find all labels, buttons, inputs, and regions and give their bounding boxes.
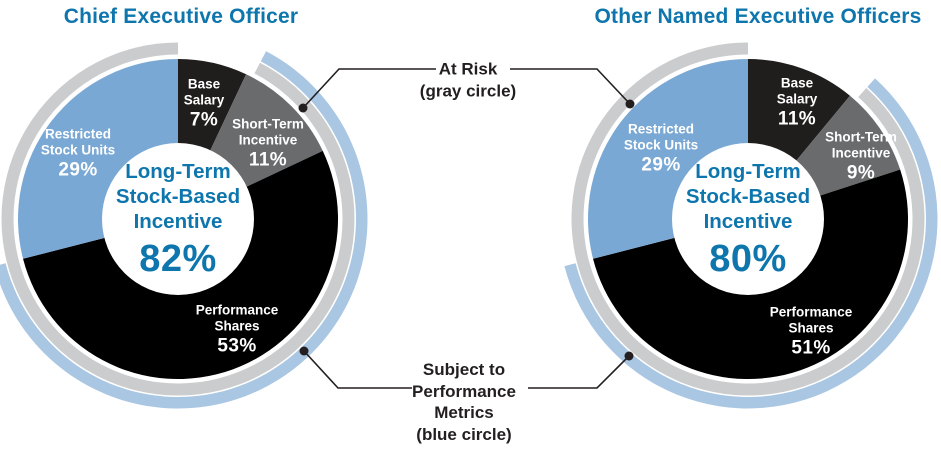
slice-pct: 9% bbox=[846, 162, 876, 184]
slice-label-line: Salary bbox=[776, 91, 818, 107]
center-label-value: 82% bbox=[139, 238, 217, 280]
center-label-line: Long-Term bbox=[125, 160, 231, 183]
center-label-line: Stock-Based bbox=[685, 185, 811, 208]
annotation-line: Performance bbox=[412, 381, 516, 401]
slice-label-neo-base-salary: Base Salary 11% bbox=[777, 76, 818, 131]
annotation-line: (blue circle) bbox=[416, 424, 512, 444]
annotation-line: Metrics bbox=[434, 403, 494, 422]
center-label-line: Long-Term bbox=[695, 160, 801, 183]
slice-pct: 51% bbox=[791, 337, 831, 359]
annotation-line: Subject to bbox=[422, 360, 506, 379]
slice-label-neo-restricted-stock-units: Restricted Stock Units 29% bbox=[624, 122, 698, 177]
slice-label-line: Performance bbox=[195, 302, 279, 318]
slice-label-line: Incentive bbox=[831, 145, 891, 161]
slice-label-line: Salary bbox=[183, 92, 225, 108]
slice-label-line: Incentive bbox=[238, 132, 298, 148]
slice-label-neo-performance-shares: Performance Shares 51% bbox=[770, 305, 853, 360]
connector-line-subject-left bbox=[303, 350, 412, 389]
donut-hole bbox=[672, 143, 824, 295]
slice-label-line: Short-Term bbox=[232, 116, 304, 132]
slice-label-line: Stock Units bbox=[623, 137, 699, 153]
annotation-line: At Risk bbox=[438, 59, 498, 79]
slice-pct: 7% bbox=[189, 109, 219, 131]
slice-label-line: Shares bbox=[214, 318, 260, 334]
connector-dot-at-risk-left bbox=[298, 103, 308, 113]
slice-label-line: Restricted bbox=[627, 121, 695, 137]
slice-label-line: Short-Term bbox=[825, 129, 897, 145]
chart-title-ceo: Chief Executive Officer bbox=[63, 5, 299, 28]
center-label-line: Incentive bbox=[703, 210, 793, 233]
donut-hole bbox=[102, 143, 254, 295]
slice-label-line: Performance bbox=[769, 304, 853, 320]
slice-label-ceo-restricted-stock-units: Restricted Stock Units 29% bbox=[41, 127, 115, 182]
slice-label-line: Base bbox=[780, 75, 814, 91]
annotation-at-risk: At Risk (gray circle) bbox=[420, 59, 516, 102]
slice-pct: 11% bbox=[777, 108, 817, 130]
annotation-line: (gray circle) bbox=[419, 81, 517, 100]
ring-blue-performance bbox=[564, 78, 938, 409]
slice-label-neo-short-term-incentive: Short-Term Incentive 9% bbox=[825, 130, 897, 185]
slice-label-line: Shares bbox=[788, 320, 834, 336]
center-label-other-neos: Long-Term Stock-Based Incentive 80% bbox=[686, 159, 810, 281]
connector-line-subject-right bbox=[528, 355, 630, 389]
slice-label-line: Base bbox=[187, 76, 221, 92]
connector-line-at-risk-left bbox=[302, 68, 436, 109]
donut-chart-0 bbox=[0, 42, 368, 409]
connector-line-at-risk-right bbox=[510, 68, 631, 105]
connector-dot-at-risk-right bbox=[625, 99, 635, 109]
center-label-line: Incentive bbox=[133, 210, 223, 233]
center-label-ceo: Long-Term Stock-Based Incentive 82% bbox=[116, 159, 240, 281]
slice-pct: 11% bbox=[248, 149, 288, 171]
chart-title-other-neos: Other Named Executive Officers bbox=[594, 5, 922, 28]
donut-chart-1 bbox=[564, 42, 938, 409]
slice-label-line: Restricted bbox=[44, 126, 112, 142]
center-label-value: 80% bbox=[709, 238, 787, 280]
connector-dot-subject-left bbox=[299, 346, 309, 356]
center-label-line: Stock-Based bbox=[115, 185, 241, 208]
slice-label-ceo-short-term-incentive: Short-Term Incentive 11% bbox=[232, 117, 304, 172]
annotation-subject-to-performance: Subject to Performance Metrics (blue cir… bbox=[412, 359, 516, 445]
slice-pct: 29% bbox=[641, 154, 681, 176]
slice-label-ceo-base-salary: Base Salary 7% bbox=[184, 77, 225, 132]
slice-label-line: Stock Units bbox=[40, 142, 116, 158]
slice-label-ceo-performance-shares: Performance Shares 53% bbox=[196, 303, 279, 358]
connector-dot-subject-right bbox=[624, 351, 634, 361]
slice-pct: 29% bbox=[58, 159, 98, 181]
slice-pct: 53% bbox=[217, 335, 257, 357]
